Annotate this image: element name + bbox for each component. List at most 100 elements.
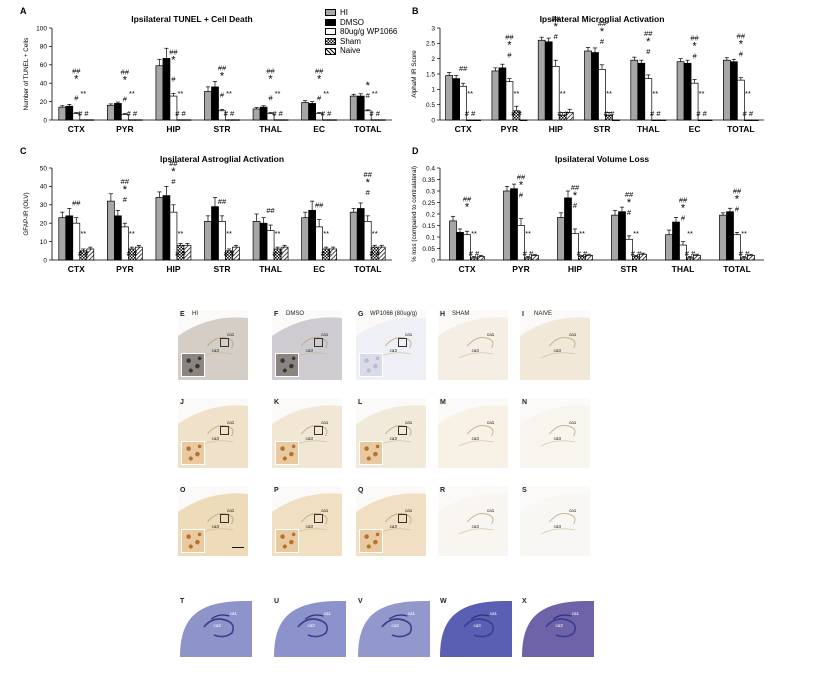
x-category-label: THAL bbox=[259, 124, 282, 134]
legend-item: Naive bbox=[325, 46, 397, 56]
panel-letter: W bbox=[440, 598, 447, 605]
significance-marker: ## bbox=[72, 67, 81, 76]
bar bbox=[723, 59, 731, 121]
panel-letter: M bbox=[440, 399, 446, 406]
x-category-label: TOTAL bbox=[723, 264, 751, 274]
panel-letter: B bbox=[412, 6, 419, 16]
bar bbox=[612, 119, 620, 121]
y-tick-label: 80 bbox=[40, 44, 48, 51]
panel-letter: V bbox=[358, 598, 363, 605]
ca3-label: ca3 bbox=[211, 436, 219, 441]
magnified-inset bbox=[275, 529, 299, 553]
bar bbox=[225, 119, 233, 121]
significance-marker: # bbox=[74, 94, 79, 103]
ca1-label: ca1 bbox=[489, 611, 498, 616]
x-category-label: STR bbox=[621, 264, 638, 274]
significance-marker: # bbox=[220, 90, 225, 99]
significance-marker: ** bbox=[560, 89, 566, 98]
significance-marker: ** bbox=[129, 229, 135, 238]
significance-marker: # bbox=[317, 94, 322, 103]
bar bbox=[176, 119, 185, 121]
legend-swatch bbox=[325, 9, 336, 17]
significance-marker: ## bbox=[121, 177, 130, 186]
bar bbox=[259, 222, 268, 261]
bar bbox=[121, 226, 129, 261]
significance-marker: ## bbox=[571, 183, 580, 192]
y-tick-label: 30 bbox=[40, 202, 48, 209]
bar bbox=[740, 257, 748, 261]
x-category-label: STR bbox=[594, 124, 611, 134]
bar bbox=[466, 119, 474, 121]
significance-marker: ** bbox=[275, 89, 281, 98]
ca3-label: ca3 bbox=[389, 524, 397, 529]
magnified-inset bbox=[181, 353, 205, 377]
bar bbox=[315, 226, 323, 261]
significance-marker: ## bbox=[737, 32, 746, 41]
x-category-label: CTX bbox=[459, 264, 476, 274]
x-category-label: HIP bbox=[549, 124, 564, 134]
ca3-label: ca3 bbox=[211, 348, 219, 353]
bar bbox=[637, 62, 646, 121]
significance-marker: ** bbox=[606, 89, 612, 98]
y-tick-label: 0.2 bbox=[426, 211, 435, 218]
chart-title: Ipsilateral TUNEL + Cell Death bbox=[131, 14, 252, 24]
bar bbox=[114, 103, 122, 121]
y-axis-label: AlphaM IR Score bbox=[411, 50, 418, 98]
bar bbox=[252, 221, 261, 261]
significance-marker: # # bbox=[321, 109, 332, 118]
significance-marker: ## bbox=[121, 68, 130, 77]
bar bbox=[510, 188, 518, 261]
significance-marker: ## bbox=[315, 201, 324, 210]
bar bbox=[58, 217, 67, 261]
bar bbox=[537, 39, 546, 121]
significance-marker: # # bbox=[127, 249, 138, 258]
magnified-inset bbox=[275, 353, 299, 377]
bar bbox=[301, 102, 309, 121]
bar bbox=[308, 209, 316, 261]
bar bbox=[730, 61, 738, 121]
legend-label: HI bbox=[340, 8, 348, 17]
x-category-label: CTX bbox=[455, 124, 472, 134]
panel-letter: T bbox=[180, 598, 185, 605]
region-box bbox=[314, 514, 323, 523]
legend-label: 80ug/g WP1066 bbox=[340, 27, 398, 37]
panel-letter: U bbox=[274, 598, 280, 605]
bar bbox=[676, 61, 685, 121]
significance-marker: # # bbox=[685, 249, 696, 258]
bar bbox=[308, 103, 316, 121]
significance-marker: # # bbox=[369, 249, 380, 258]
panel-letter: J bbox=[180, 399, 184, 406]
chart-legend: HI DMSO 80ug/g WP1066 Sham Naive bbox=[325, 8, 397, 56]
significance-marker: # bbox=[735, 204, 740, 213]
significance-marker: * bbox=[735, 193, 740, 205]
ca3-label: ca3 bbox=[471, 436, 479, 441]
bar bbox=[356, 208, 365, 261]
significance-marker: # bbox=[123, 95, 128, 104]
ca1-label: ca1 bbox=[227, 508, 235, 513]
chart-a-svg: A Ipsilateral TUNEL + Cell Death Number of… bbox=[20, 6, 392, 134]
y-tick-label: 0.35 bbox=[422, 177, 435, 184]
significance-marker: ** bbox=[226, 229, 232, 238]
ca1-label: ca1 bbox=[569, 332, 577, 337]
bar bbox=[349, 211, 358, 261]
x-category-label: EC bbox=[313, 124, 325, 134]
significance-marker: ** bbox=[372, 229, 378, 238]
y-tick-label: 20 bbox=[40, 221, 48, 228]
tissue-section bbox=[274, 601, 346, 657]
significance-marker: ** bbox=[275, 229, 281, 238]
panel-letter: I bbox=[522, 311, 524, 318]
significance-marker: ## bbox=[218, 197, 227, 206]
bar bbox=[473, 119, 481, 121]
legend-swatch bbox=[325, 47, 336, 55]
significance-marker: * bbox=[507, 40, 512, 52]
x-category-label: PYR bbox=[512, 264, 529, 274]
significance-marker: # bbox=[681, 214, 686, 223]
significance-marker: * bbox=[692, 41, 697, 53]
significance-marker: # # bbox=[469, 249, 480, 258]
significance-marker: # bbox=[739, 50, 744, 59]
x-category-label: HIP bbox=[166, 124, 181, 134]
